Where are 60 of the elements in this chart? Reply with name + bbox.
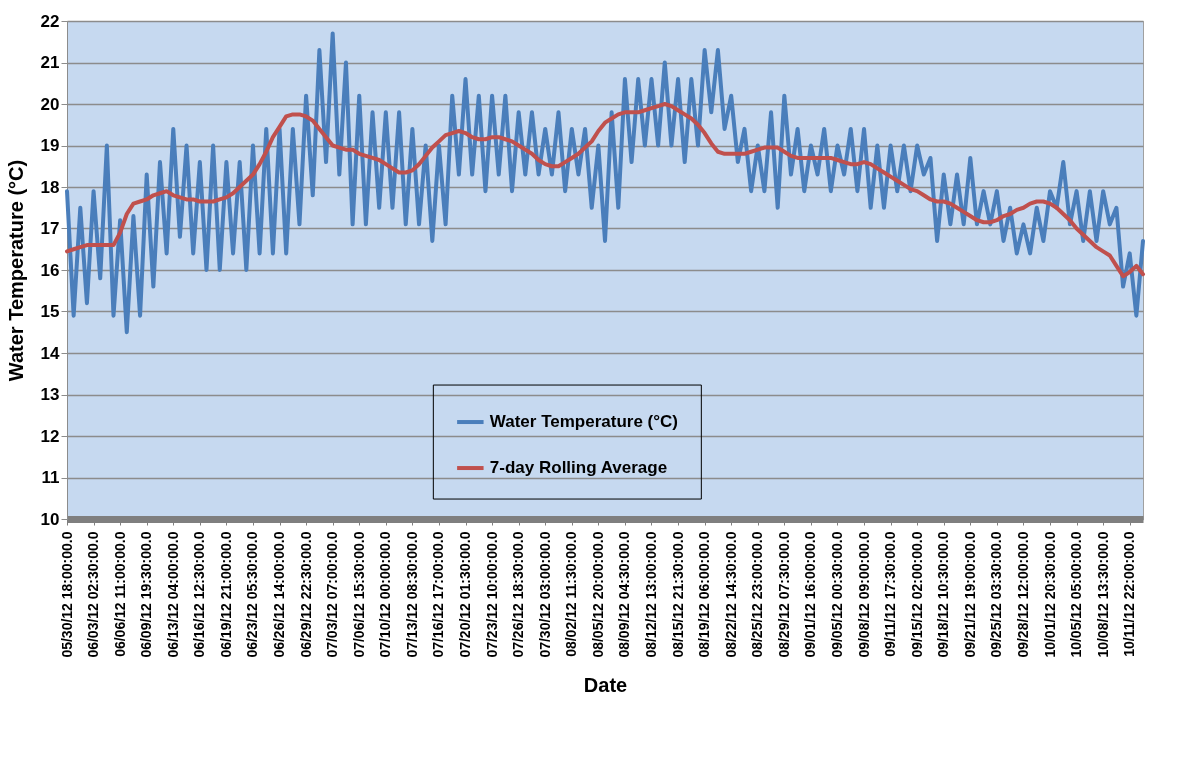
x-tick-label: 07/20/12 01:30:00.0 [457, 531, 474, 658]
x-tick-label: 10/05/12 05:00:00.0 [1068, 531, 1085, 658]
y-tick-label: 11 [41, 468, 60, 487]
y-tick-label: 20 [40, 94, 60, 114]
x-tick-label: 08/22/12 14:30:00.0 [722, 531, 739, 658]
y-tick-label: 22 [40, 11, 60, 31]
x-tick-label: 06/16/12 12:30:00.0 [191, 531, 208, 658]
x-tick-label: 08/19/12 06:00:00.0 [696, 531, 713, 658]
legend-label: 7-day Rolling Average [489, 458, 668, 478]
x-tick-label: 09/28/12 12:00:00.0 [1014, 531, 1031, 658]
y-tick-label: 14 [40, 343, 61, 363]
y-tick-label: 16 [40, 260, 60, 280]
x-tick-label: 09/15/12 02:00:00.0 [908, 531, 925, 658]
x-tick-label: 09/18/12 10:30:00.0 [935, 531, 952, 658]
x-tick-label: 07/10/12 00:00:00.0 [377, 531, 394, 658]
y-tick-label: 10 [40, 509, 60, 529]
x-tick-label: 10/01/12 20:30:00.0 [1041, 531, 1058, 658]
x-tick-label: 06/13/12 04:00:00.0 [164, 531, 181, 658]
x-tick-label: 07/16/12 17:00:00.0 [430, 531, 447, 658]
x-tick-label: 08/12/12 13:00:00.0 [642, 531, 659, 658]
x-tick-label: 07/26/12 18:30:00.0 [510, 531, 527, 658]
x-tick-label: 08/09/12 04:30:00.0 [616, 531, 633, 658]
x-tick-label: 07/23/12 10:00:00.0 [483, 531, 500, 658]
x-tick-label: 06/06/12 11:00:00.0 [111, 531, 128, 657]
y-axis-title: Water Temperature (°C) [4, 159, 27, 382]
y-tick-label: 13 [40, 385, 60, 404]
x-tick-label: 09/21/12 19:00:00.0 [961, 531, 978, 658]
x-tick-label: 08/29/12 07:30:00.0 [775, 531, 792, 658]
x-tick-label: 08/25/12 23:00:00.0 [749, 531, 766, 658]
x-tick-label: 08/05/12 20:00:00.0 [589, 531, 606, 658]
y-tick-label: 12 [40, 426, 60, 446]
line-series [65, 31, 1145, 335]
line-series [65, 102, 1145, 279]
y-tick-label: 19 [40, 136, 60, 155]
x-tick-label: 08/15/12 21:30:00.0 [669, 531, 686, 658]
x-tick-label: 10/08/12 13:30:00.0 [1094, 531, 1111, 658]
x-tick-label: 05/30/12 18:00:00.0 [58, 531, 75, 658]
legend-label: Water Temperature (°C) [489, 412, 679, 432]
y-tick-label: 18 [40, 177, 60, 197]
x-axis-title: Date [583, 673, 628, 696]
x-tick-label: 09/11/12 17:30:00.0 [882, 531, 899, 657]
x-tick-label: 09/05/12 00:30:00.0 [828, 531, 845, 658]
y-tick-label: 15 [40, 302, 60, 321]
x-tick-label: 06/19/12 21:00:00.0 [217, 531, 234, 658]
x-tick-label: 09/08/12 09:00:00.0 [855, 531, 872, 658]
x-tick-label: 09/01/12 16:00:00.0 [802, 531, 819, 658]
x-tick-label: 07/06/12 15:30:00.0 [350, 531, 367, 658]
x-tick-label: 07/30/12 03:00:00.0 [536, 531, 553, 658]
y-tick-label: 21 [40, 53, 60, 72]
x-tick-label: 07/13/12 08:30:00.0 [403, 531, 420, 658]
x-tick-label: 06/29/12 22:30:00.0 [297, 531, 314, 658]
x-tick-label: 06/03/12 02:30:00.0 [85, 531, 102, 658]
y-tick-label: 17 [40, 219, 60, 238]
x-tick-label: 09/25/12 03:30:00.0 [988, 531, 1005, 658]
x-tick-label: 06/09/12 19:30:00.0 [138, 531, 155, 658]
x-tick-label: 07/03/12 07:00:00.0 [324, 531, 341, 658]
x-tick-label: 06/23/12 05:30:00.0 [244, 531, 261, 658]
x-tick-label: 08/02/12 11:30:00.0 [563, 531, 580, 657]
x-tick-label: 06/26/12 14:00:00.0 [271, 531, 288, 658]
x-tick-label: 10/11/12 22:00:00.0 [1121, 531, 1138, 657]
